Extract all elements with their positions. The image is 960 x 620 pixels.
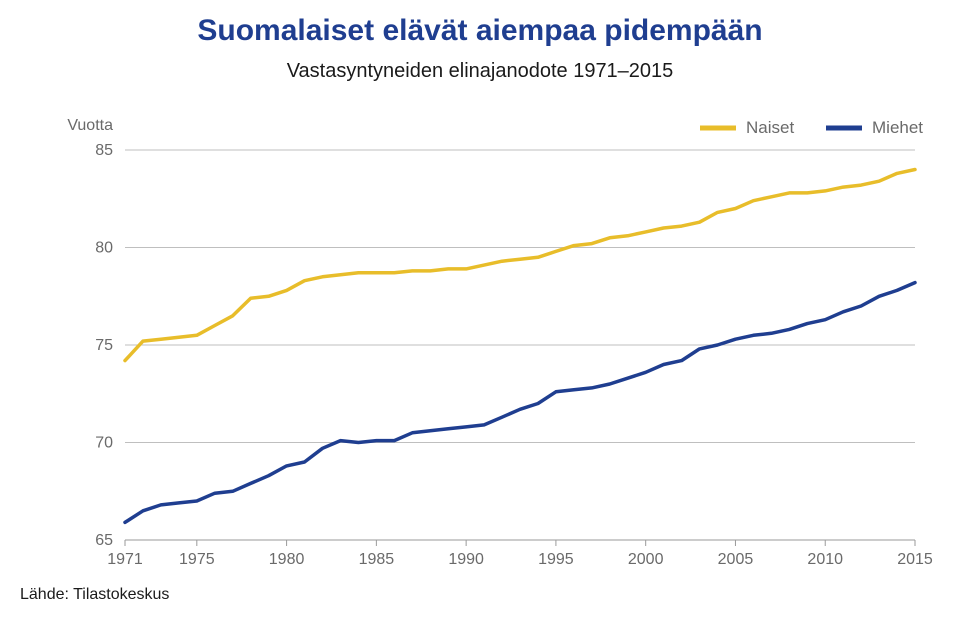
y-tick-label: 70 xyxy=(95,435,113,452)
x-tick-label: 1990 xyxy=(448,551,484,568)
x-tick-label: 1985 xyxy=(359,551,395,568)
chart-svg: 65 70 75 80 85 1971 1975 1980 1985 1990 1995 2000 20… xyxy=(0,0,960,620)
x-tick-label: 1971 xyxy=(107,551,143,568)
legend-label-naiset: Naiset xyxy=(746,118,794,137)
y-tick-label: 65 xyxy=(95,532,113,549)
y-tick-label: 80 xyxy=(95,240,113,257)
x-tick-label: 2015 xyxy=(897,551,933,568)
series-line-miehet xyxy=(125,283,915,523)
x-tick-label: 1995 xyxy=(538,551,574,568)
y-axis-label: Vuotta xyxy=(67,117,113,134)
x-tick-label: 1980 xyxy=(269,551,305,568)
legend-label-miehet: Miehet xyxy=(872,118,923,137)
y-tick-label: 75 xyxy=(95,337,113,354)
source-label: Lähde: Tilastokeskus xyxy=(20,586,169,604)
y-tick-label: 85 xyxy=(95,142,113,159)
x-tick-label: 1975 xyxy=(179,551,215,568)
x-tick-label: 2010 xyxy=(807,551,843,568)
chart-container: Suomalaiset elävät aiempaa pidempään Vas… xyxy=(0,0,960,620)
series-line-naiset xyxy=(125,170,915,361)
x-tick-label: 2000 xyxy=(628,551,664,568)
x-tick-label: 2005 xyxy=(718,551,754,568)
